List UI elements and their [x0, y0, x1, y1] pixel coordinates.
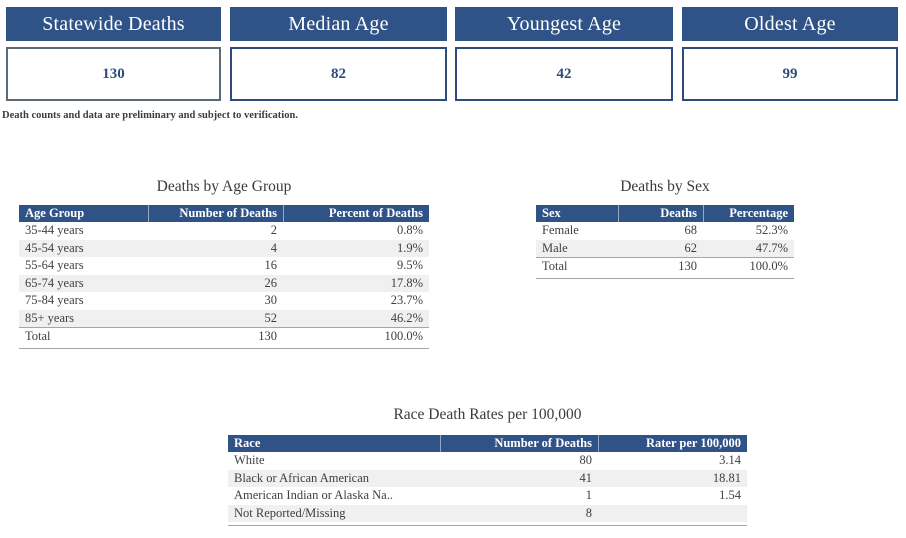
- table-cell[interactable]: 52.3%: [755, 223, 788, 237]
- sex-table-title: Deaths by Sex: [620, 178, 710, 195]
- column-header[interactable]: Percent of Deaths: [283, 205, 429, 222]
- kpi-header-oldest-age: Oldest Age: [682, 7, 898, 41]
- table-cell[interactable]: 46.2%: [390, 310, 423, 325]
- table-cell[interactable]: 8: [585, 505, 592, 520]
- column-header[interactable]: Age Group: [19, 205, 148, 222]
- kpi-value-oldest-age[interactable]: 99: [682, 47, 898, 101]
- table-cell[interactable]: 100.0%: [703, 257, 794, 275]
- column-header[interactable]: Number of Deaths: [148, 205, 283, 222]
- table-cell[interactable]: 26: [264, 275, 278, 290]
- table-row[interactable]: Female 68 52.3%: [536, 222, 794, 240]
- table-cell[interactable]: 41: [579, 470, 593, 485]
- table-header-row: Race Number of Deaths Rater per 100,000: [228, 435, 747, 452]
- table-cell[interactable]: 100.0%: [283, 327, 429, 345]
- table-cell[interactable]: 18.81: [712, 470, 741, 485]
- table-row[interactable]: Male 62 47.7%: [536, 239, 794, 257]
- kpi-value-youngest-age[interactable]: 42: [455, 47, 673, 101]
- table-row[interactable]: 45-54 years 4 1.9%: [19, 239, 429, 257]
- table-cell[interactable]: 30: [264, 293, 278, 307]
- table-cell[interactable]: 9.5%: [396, 258, 423, 272]
- table-row[interactable]: 35-44 years 2 0.8%: [19, 222, 429, 240]
- table-cell[interactable]: 45-54 years: [25, 240, 84, 255]
- table-row[interactable]: Not Reported/Missing 8: [228, 504, 747, 523]
- table-row[interactable]: 55-64 years 16 9.5%: [19, 257, 429, 275]
- table-cell[interactable]: Not Reported/Missing: [234, 505, 346, 520]
- table-cell[interactable]: 65-74 years: [25, 275, 84, 290]
- table-cell[interactable]: 85+ years: [25, 310, 75, 325]
- kpi-card-median-age[interactable]: Median Age 82: [230, 7, 447, 101]
- age-table-title: Deaths by Age Group: [156, 178, 292, 195]
- table-header-row: Age Group Number of Deaths Percent of Deat…: [19, 205, 429, 222]
- table-header-row: Sex Deaths Percentage: [536, 205, 794, 222]
- table-cell[interactable]: 62: [684, 240, 698, 255]
- column-header[interactable]: Deaths: [618, 205, 703, 222]
- table-row[interactable]: 75-84 years 30 23.7%: [19, 292, 429, 310]
- kpi-card-youngest-age[interactable]: Youngest Age 42: [455, 7, 673, 101]
- table-cell[interactable]: 23.7%: [390, 293, 423, 307]
- table-cell[interactable]: 1.9%: [396, 240, 423, 255]
- table-cell[interactable]: Female: [542, 223, 579, 237]
- table-cell[interactable]: 3.14: [719, 453, 741, 467]
- kpi-value-median-age[interactable]: 82: [230, 47, 447, 101]
- table-row[interactable]: Total 130 100.0%: [536, 257, 794, 275]
- table-cell[interactable]: Total: [19, 327, 148, 345]
- table-cell[interactable]: 0.8%: [396, 223, 423, 237]
- kpi-value-statewide-deaths[interactable]: 130: [6, 47, 221, 101]
- table-row[interactable]: 85+ years 52 46.2%: [19, 309, 429, 327]
- table-cell[interactable]: 130: [148, 327, 283, 345]
- table-cell[interactable]: 1.54: [719, 488, 741, 502]
- column-header[interactable]: Sex: [536, 205, 618, 222]
- table-cell[interactable]: White: [234, 453, 265, 467]
- race-table-title: Race Death Rates per 100,000: [393, 406, 582, 423]
- column-header[interactable]: Rater per 100,000: [598, 435, 747, 452]
- table-cell[interactable]: 80: [579, 453, 593, 467]
- disclaimer-text: Death counts and data are preliminary an…: [2, 110, 298, 121]
- table-cell[interactable]: 4: [270, 240, 277, 255]
- race-death-rates-table: Race Number of Deaths Rater per 100,000 Whi…: [228, 435, 747, 526]
- kpi-header-median-age: Median Age: [230, 7, 447, 41]
- table-cell[interactable]: Total: [536, 257, 618, 275]
- table-cell[interactable]: 2: [270, 223, 277, 237]
- kpi-header-statewide-deaths: Statewide Deaths: [6, 7, 221, 41]
- table-row[interactable]: 65-74 years 26 17.8%: [19, 274, 429, 292]
- table-row[interactable]: Black or African American 41 18.81: [228, 469, 747, 487]
- kpi-card-oldest-age[interactable]: Oldest Age 99: [682, 7, 898, 101]
- column-header[interactable]: Race: [228, 435, 440, 452]
- table-cell[interactable]: 55-64 years: [25, 258, 84, 272]
- deaths-by-sex-table: Sex Deaths Percentage Female 68 52.3% Male 62 47…: [536, 205, 794, 279]
- deaths-by-age-group-table: Age Group Number of Deaths Percent of Deat…: [19, 205, 429, 349]
- table-cell[interactable]: [598, 505, 747, 523]
- table-cell[interactable]: 17.8%: [390, 275, 423, 290]
- table-cell[interactable]: 16: [264, 258, 278, 272]
- table-cell[interactable]: Black or African American: [234, 470, 370, 485]
- kpi-header-youngest-age: Youngest Age: [455, 7, 673, 41]
- table-cell[interactable]: 68: [684, 223, 698, 237]
- table-cell[interactable]: Male: [542, 240, 568, 255]
- kpi-card-statewide-deaths[interactable]: Statewide Deaths 130: [6, 7, 221, 101]
- table-row[interactable]: White 80 3.14: [228, 452, 747, 470]
- column-header[interactable]: Percentage: [703, 205, 794, 222]
- table-row[interactable]: American Indian or Alaska Na.. 1 1.54: [228, 487, 747, 505]
- table-cell[interactable]: 52: [264, 310, 278, 325]
- column-header[interactable]: Number of Deaths: [440, 435, 598, 452]
- table-cell[interactable]: 35-44 years: [25, 223, 84, 237]
- table-row[interactable]: Total 130 100.0%: [19, 327, 429, 345]
- table-cell[interactable]: 130: [618, 257, 703, 275]
- table-cell[interactable]: American Indian or Alaska Na..: [234, 488, 393, 502]
- table-cell[interactable]: 1: [585, 488, 592, 502]
- table-cell[interactable]: 75-84 years: [25, 293, 84, 307]
- table-cell[interactable]: 47.7%: [755, 240, 788, 255]
